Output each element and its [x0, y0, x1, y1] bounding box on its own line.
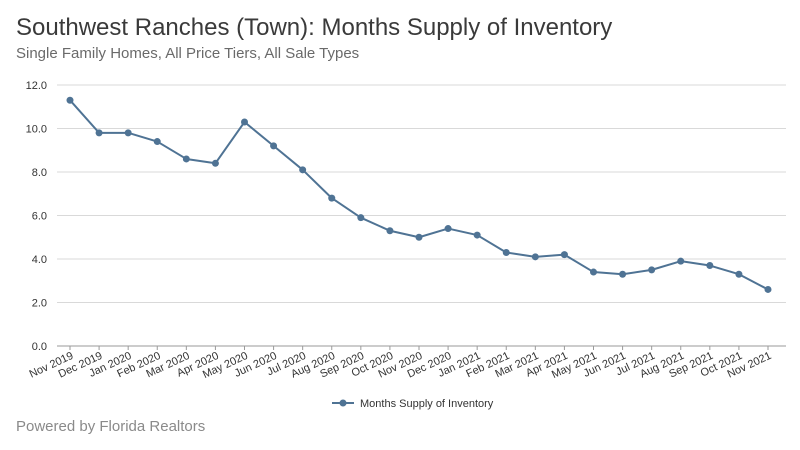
data-point[interactable]	[502, 248, 510, 256]
data-point[interactable]	[444, 225, 452, 233]
data-point[interactable]	[357, 214, 365, 222]
data-point[interactable]	[386, 227, 394, 235]
y-tick-label: 0.0	[32, 341, 47, 353]
y-tick-label: 6.0	[32, 211, 47, 223]
data-point[interactable]	[735, 270, 743, 278]
y-tick-label: 8.0	[32, 167, 47, 179]
data-point[interactable]	[299, 166, 307, 174]
data-point[interactable]	[95, 129, 103, 137]
chart-title: Southwest Ranches (Town): Months Supply …	[16, 14, 613, 41]
series-layer	[66, 96, 772, 293]
data-point[interactable]	[648, 266, 656, 274]
data-point[interactable]	[619, 270, 627, 278]
legend-label[interactable]: Months Supply of Inventory	[360, 398, 494, 410]
data-point[interactable]	[124, 129, 132, 137]
legend[interactable]: Months Supply of Inventory	[332, 398, 494, 410]
chart-subtitle: Single Family Homes, All Price Tiers, Al…	[16, 45, 360, 62]
powered-by-footer: Powered by Florida Realtors	[16, 418, 206, 435]
data-point[interactable]	[328, 194, 336, 202]
data-point[interactable]	[153, 138, 161, 146]
data-point[interactable]	[590, 268, 597, 276]
data-point[interactable]	[66, 96, 74, 104]
data-point[interactable]	[182, 155, 190, 163]
data-point[interactable]	[531, 253, 539, 261]
y-tick-label: 2.0	[32, 298, 47, 310]
data-point[interactable]	[706, 262, 714, 270]
y-tick-label: 10.0	[26, 124, 47, 136]
data-point[interactable]	[241, 118, 248, 126]
data-point[interactable]	[560, 251, 568, 259]
y-tick-label: 12.0	[26, 80, 47, 92]
data-point[interactable]	[473, 231, 481, 239]
data-point[interactable]	[415, 233, 423, 241]
data-point[interactable]	[677, 257, 685, 265]
y-tick-label: 4.0	[32, 254, 47, 266]
data-point[interactable]	[211, 159, 219, 167]
y-axis: 0.0 2.0 4.0 6.0 8.0 10.0 12.0	[26, 80, 47, 353]
data-point[interactable]	[764, 285, 772, 293]
grid	[57, 84, 786, 347]
legend-marker	[339, 399, 347, 407]
data-point[interactable]	[270, 142, 278, 150]
